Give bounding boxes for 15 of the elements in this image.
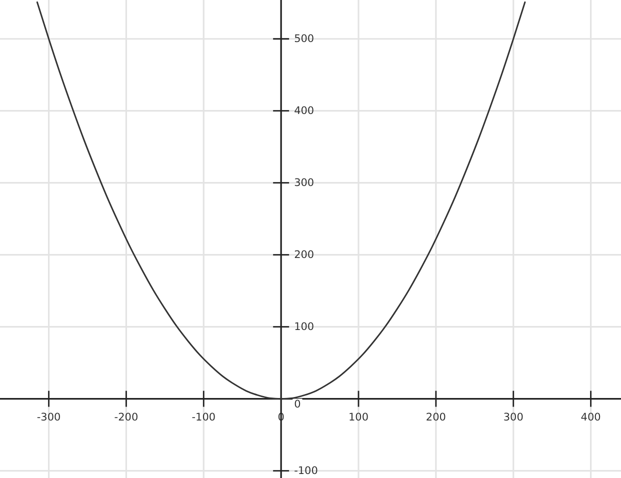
y-tick-label: 100 xyxy=(294,321,314,334)
x-tick-label: 300 xyxy=(503,411,524,424)
y-tick-label: 300 xyxy=(294,177,314,190)
y-tick-label: 500 xyxy=(294,33,314,46)
x-tick-label: -100 xyxy=(192,411,216,424)
y-tick-label: 200 xyxy=(294,249,314,262)
x-tick-label: 100 xyxy=(348,411,369,424)
x-tick-label: 200 xyxy=(426,411,446,424)
y-tick-label: 0 xyxy=(294,398,301,411)
x-tick-label: -200 xyxy=(114,411,138,424)
line-series xyxy=(36,1,526,400)
x-tick-label: -300 xyxy=(36,411,61,424)
y-tick-label: -100 xyxy=(294,465,318,478)
y-tick-label: 400 xyxy=(294,105,314,118)
x-tick-label: 400 xyxy=(580,411,601,424)
